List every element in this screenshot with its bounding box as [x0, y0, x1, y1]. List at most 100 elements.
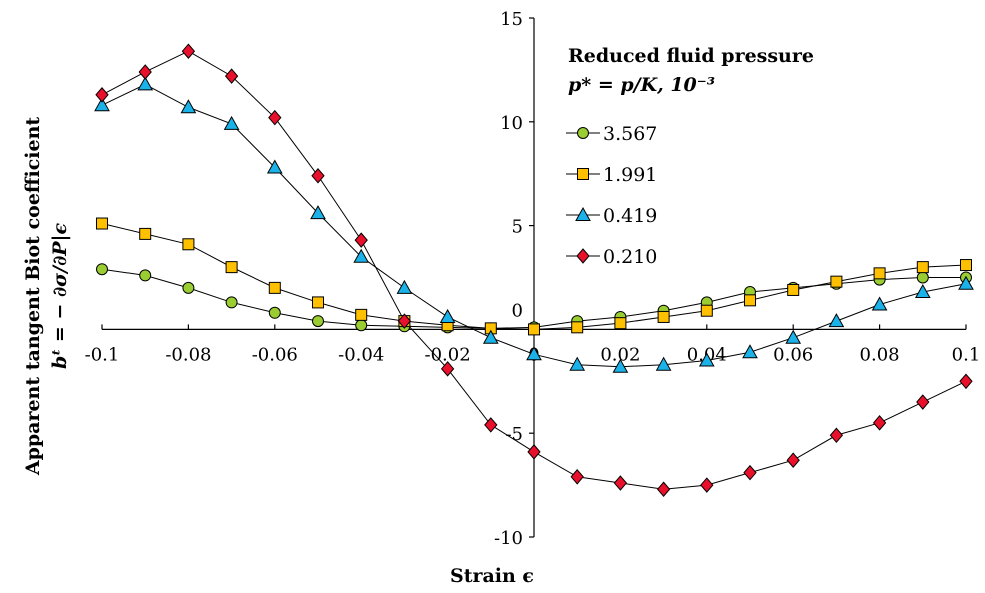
data-point-diamond	[268, 109, 282, 126]
legend-marker-triangle	[575, 206, 591, 221]
axes: -0.1-0.08-0.06-0.04-0.0200.020.040.060.0…	[85, 9, 981, 549]
y-tick-label: -5	[505, 424, 523, 445]
data-point-triangle	[180, 99, 197, 114]
legend-label: 0.210	[603, 246, 657, 268]
legend: Reduced fluid pressure p* = p/K, 10⁻³ 3.…	[566, 45, 814, 268]
data-point-square	[916, 261, 929, 274]
data-point-square	[528, 323, 540, 336]
legend-title-line1: Reduced fluid pressure	[568, 45, 814, 67]
data-point-diamond	[872, 415, 887, 431]
y-tick-label: 15	[500, 9, 523, 30]
markers	[94, 43, 974, 498]
data-point-square	[225, 261, 238, 274]
data-point-triangle	[137, 76, 154, 91]
data-point-triangle	[94, 97, 110, 112]
y-tick-label: 5	[512, 217, 523, 238]
legend-marker-square	[577, 168, 589, 180]
data-point-diamond	[311, 168, 325, 184]
y-axis-title: Apparent tangent Biot coefficient bᵗ = −…	[22, 117, 71, 477]
data-point-triangle	[482, 329, 499, 344]
data-point-diamond	[916, 394, 930, 410]
data-point-square	[182, 238, 195, 251]
data-point-circle	[268, 306, 281, 319]
data-point-square	[744, 294, 756, 307]
data-point-diamond	[700, 477, 714, 493]
x-tick-label: -0.1	[85, 344, 120, 365]
data-point-square	[873, 267, 886, 280]
data-point-diamond	[829, 427, 844, 444]
data-point-triangle	[958, 275, 974, 290]
x-tick-label: -0.04	[338, 344, 384, 365]
data-point-square	[355, 308, 368, 321]
data-point-circle	[916, 271, 929, 284]
data-point-circle	[96, 263, 108, 276]
data-point-triangle	[353, 248, 370, 263]
data-point-diamond	[656, 481, 671, 498]
data-point-diamond	[397, 313, 412, 329]
data-point-square	[614, 317, 627, 330]
x-tick-label: -0.08	[165, 344, 211, 365]
data-point-diamond	[786, 452, 800, 468]
y-ticks: -10 -5 0 5 10 15	[494, 9, 534, 549]
data-point-diamond	[743, 464, 757, 481]
y-axis-title-line1: Apparent tangent Biot coefficient	[22, 117, 44, 477]
data-point-triangle	[526, 346, 542, 361]
data-point-diamond	[570, 469, 584, 485]
x-tick-label: -0.02	[425, 344, 471, 365]
data-point-triangle	[612, 358, 629, 373]
data-point-diamond	[527, 444, 541, 460]
legend-marker-circle	[577, 127, 589, 139]
legend-label: 1.991	[603, 164, 657, 186]
x-tick-label: 0.02	[600, 344, 640, 365]
data-point-triangle	[742, 344, 758, 359]
data-point-triangle	[439, 308, 456, 323]
data-point-square	[830, 275, 843, 288]
data-point-triangle	[785, 329, 802, 344]
data-point-triangle	[698, 352, 715, 367]
x-axis-title: Strain ϵ	[450, 565, 534, 587]
data-point-square	[657, 310, 670, 323]
x-tick-label: 0.06	[773, 344, 813, 365]
data-point-diamond	[95, 87, 109, 103]
data-point-square	[787, 283, 800, 296]
data-point-square	[268, 281, 281, 294]
data-point-diamond	[484, 417, 498, 433]
data-point-diamond	[959, 373, 973, 390]
data-point-triangle	[871, 296, 888, 311]
data-point-square	[312, 296, 324, 309]
data-point-triangle	[655, 356, 672, 371]
legend-marker-diamond	[576, 248, 590, 264]
legend-items: 3.567 1.991 0.419 0.210	[566, 123, 657, 268]
data-point-square	[700, 304, 713, 317]
data-point-diamond	[138, 64, 152, 80]
y-tick-label: -10	[494, 528, 523, 549]
data-point-square	[571, 321, 584, 334]
data-point-circle	[139, 269, 152, 282]
data-point-square	[960, 259, 972, 272]
data-point-triangle	[266, 159, 283, 174]
data-point-diamond	[613, 475, 628, 491]
data-point-triangle	[914, 284, 931, 299]
y-axis-title-line2: bᵗ = − ∂σ/∂P|ϵ	[49, 223, 71, 369]
legend-label: 3.567	[603, 123, 657, 145]
data-point-diamond	[181, 43, 196, 59]
legend-title-line2: p* = p/K, 10⁻³	[568, 74, 715, 96]
data-point-circle	[312, 315, 324, 328]
data-point-diamond	[354, 232, 368, 248]
data-point-circle	[355, 319, 368, 332]
y-tick-label: 0	[512, 300, 523, 321]
data-point-triangle	[828, 313, 845, 328]
data-point-square	[96, 217, 108, 230]
data-point-diamond	[224, 68, 239, 84]
data-point-circle	[225, 296, 238, 309]
y-tick-label: 10	[500, 113, 523, 134]
data-point-triangle	[569, 356, 586, 371]
data-point-diamond	[440, 361, 455, 377]
x-tick-label: -0.06	[252, 344, 298, 365]
legend-label: 0.419	[603, 205, 657, 227]
data-point-triangle	[396, 279, 413, 294]
x-tick-label: 0.1	[952, 344, 981, 365]
data-point-square	[139, 227, 152, 240]
data-point-triangle	[223, 115, 240, 130]
